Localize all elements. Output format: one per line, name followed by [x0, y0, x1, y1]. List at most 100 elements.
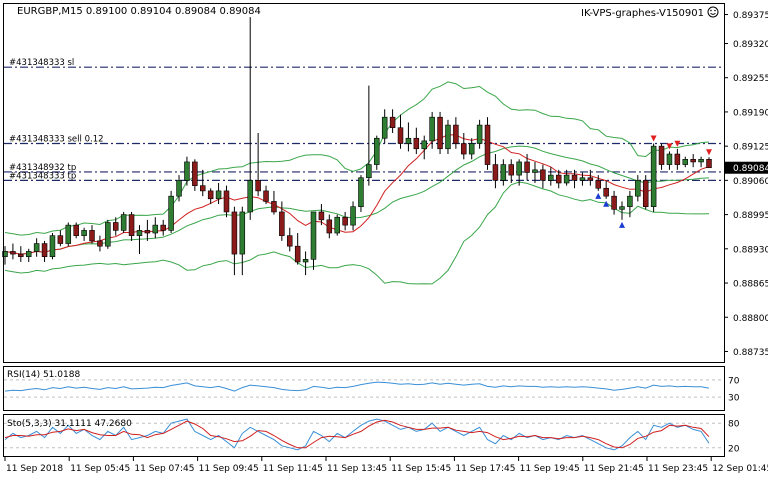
bear-candle[interactable]: [389, 116, 396, 129]
buy-arrow-icon[interactable]: [595, 192, 602, 199]
bear-candle[interactable]: [318, 211, 325, 221]
buy-arrow-icon[interactable]: [603, 200, 610, 207]
bull-candle[interactable]: [302, 259, 309, 263]
bull-candle[interactable]: [310, 211, 317, 260]
bull-candle[interactable]: [247, 180, 253, 213]
bull-candle[interactable]: [176, 180, 182, 197]
bull-candle[interactable]: [635, 180, 641, 197]
bear-candle[interactable]: [160, 224, 166, 231]
bear-candle[interactable]: [89, 230, 95, 242]
bull-candle[interactable]: [120, 214, 127, 231]
bear-candle[interactable]: [674, 153, 681, 165]
bull-candle[interactable]: [381, 116, 388, 139]
bull-candle[interactable]: [184, 161, 190, 181]
bear-candle[interactable]: [271, 201, 277, 213]
bull-candle[interactable]: [152, 224, 159, 234]
bull-candle[interactable]: [619, 206, 625, 210]
bull-candle[interactable]: [548, 174, 554, 181]
bear-candle[interactable]: [706, 159, 712, 169]
bull-candle[interactable]: [358, 177, 364, 207]
bull-candle[interactable]: [666, 153, 673, 165]
bear-candle[interactable]: [492, 164, 499, 181]
bear-candle[interactable]: [200, 185, 206, 192]
bear-candle[interactable]: [461, 143, 467, 155]
sell-arrow-icon[interactable]: [666, 143, 673, 150]
bull-candle[interactable]: [374, 137, 380, 165]
bear-candle[interactable]: [524, 161, 530, 173]
bull-candle[interactable]: [579, 177, 586, 181]
bull-candle[interactable]: [81, 230, 87, 236]
sell-arrow-icon[interactable]: [650, 135, 657, 142]
bear-candle[interactable]: [611, 195, 617, 210]
bull-candle[interactable]: [532, 169, 538, 173]
order-lines[interactable]: #431348333 sl #431348333 sell 0.12 #431348…: [4, 58, 724, 181]
bear-candle[interactable]: [540, 169, 546, 181]
bull-candle[interactable]: [421, 140, 427, 150]
bear-candle[interactable]: [294, 245, 301, 263]
bear-candle[interactable]: [255, 180, 261, 192]
bull-candle[interactable]: [168, 195, 174, 231]
bull-candle[interactable]: [334, 216, 340, 234]
bear-candle[interactable]: [326, 219, 333, 234]
bear-candle[interactable]: [642, 180, 649, 207]
bear-candle[interactable]: [73, 224, 79, 236]
bull-candle[interactable]: [105, 222, 111, 247]
bear-candle[interactable]: [97, 240, 103, 247]
bear-candle[interactable]: [342, 216, 348, 226]
bull-candle[interactable]: [366, 164, 372, 179]
bull-candle[interactable]: [500, 164, 507, 181]
bear-candle[interactable]: [263, 190, 269, 202]
bear-candle[interactable]: [192, 161, 198, 186]
bear-candle[interactable]: [413, 137, 420, 150]
bear-candle[interactable]: [112, 222, 119, 231]
bull-candle[interactable]: [445, 124, 451, 150]
rsi-line[interactable]: [4, 381, 710, 392]
bear-candle[interactable]: [10, 251, 16, 255]
bull-candle[interactable]: [476, 124, 483, 144]
bear-candle[interactable]: [287, 235, 293, 247]
bull-candle[interactable]: [682, 159, 689, 165]
bear-candle[interactable]: [18, 253, 24, 258]
bull-candle[interactable]: [239, 211, 246, 255]
candles[interactable]: [2, 17, 712, 276]
rsi-panel[interactable]: 70 30: [4, 376, 740, 404]
bear-candle[interactable]: [144, 230, 151, 234]
bear-candle[interactable]: [587, 177, 594, 181]
bull-candle[interactable]: [49, 235, 56, 258]
sell-arrow-icon[interactable]: [706, 149, 712, 156]
bear-candle[interactable]: [555, 174, 562, 184]
bull-candle[interactable]: [650, 145, 657, 207]
stochastic-panel[interactable]: 80 20: [4, 418, 740, 454]
bear-candle[interactable]: [223, 190, 230, 213]
bull-candle[interactable]: [2, 251, 8, 258]
bull-candle[interactable]: [468, 143, 475, 155]
bull-candle[interactable]: [350, 206, 356, 226]
bear-candle[interactable]: [508, 164, 514, 176]
bear-candle[interactable]: [207, 190, 214, 200]
bear-candle[interactable]: [690, 159, 696, 163]
buy-arrow-icon[interactable]: [618, 221, 625, 228]
bull-candle[interactable]: [405, 137, 412, 144]
bull-candle[interactable]: [429, 116, 435, 142]
bull-candle[interactable]: [65, 224, 72, 244]
bear-candle[interactable]: [658, 145, 665, 165]
bull-candle[interactable]: [516, 161, 522, 176]
bull-candle[interactable]: [136, 230, 143, 236]
bear-candle[interactable]: [397, 127, 404, 144]
bull-candle[interactable]: [563, 174, 570, 184]
bear-candle[interactable]: [57, 235, 64, 244]
bull-candle[interactable]: [698, 159, 704, 163]
bull-candle[interactable]: [215, 190, 222, 200]
bear-candle[interactable]: [571, 174, 578, 181]
bull-candle[interactable]: [25, 251, 32, 258]
trade-arrows[interactable]: [595, 135, 712, 228]
bear-candle[interactable]: [41, 243, 48, 258]
bear-candle[interactable]: [128, 214, 135, 236]
bear-candle[interactable]: [279, 211, 285, 236]
bull-candle[interactable]: [627, 195, 633, 207]
bear-candle[interactable]: [603, 187, 609, 197]
bear-candle[interactable]: [437, 116, 443, 150]
sell-arrow-icon[interactable]: [674, 140, 681, 147]
bear-candle[interactable]: [595, 180, 602, 189]
